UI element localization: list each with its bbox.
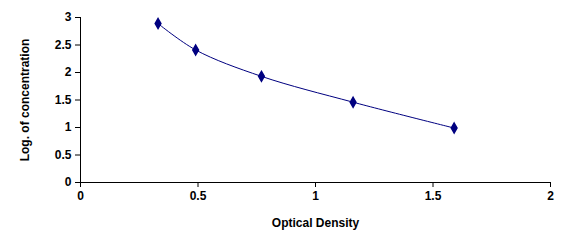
svg-text:1: 1 <box>65 120 72 134</box>
svg-text:Log. of concentration: Log. of concentration <box>18 39 32 162</box>
svg-text:0.5: 0.5 <box>55 148 72 162</box>
svg-text:Optical Density: Optical Density <box>272 216 360 230</box>
svg-text:0: 0 <box>65 175 72 189</box>
svg-text:2: 2 <box>547 189 554 203</box>
svg-text:1: 1 <box>312 189 319 203</box>
svg-text:0: 0 <box>77 189 84 203</box>
svg-text:3: 3 <box>65 10 72 24</box>
svg-text:2: 2 <box>65 65 72 79</box>
svg-text:0.5: 0.5 <box>190 189 207 203</box>
svg-text:1.5: 1.5 <box>55 93 72 107</box>
svg-text:1.5: 1.5 <box>425 189 442 203</box>
svg-text:2.5: 2.5 <box>55 38 72 52</box>
